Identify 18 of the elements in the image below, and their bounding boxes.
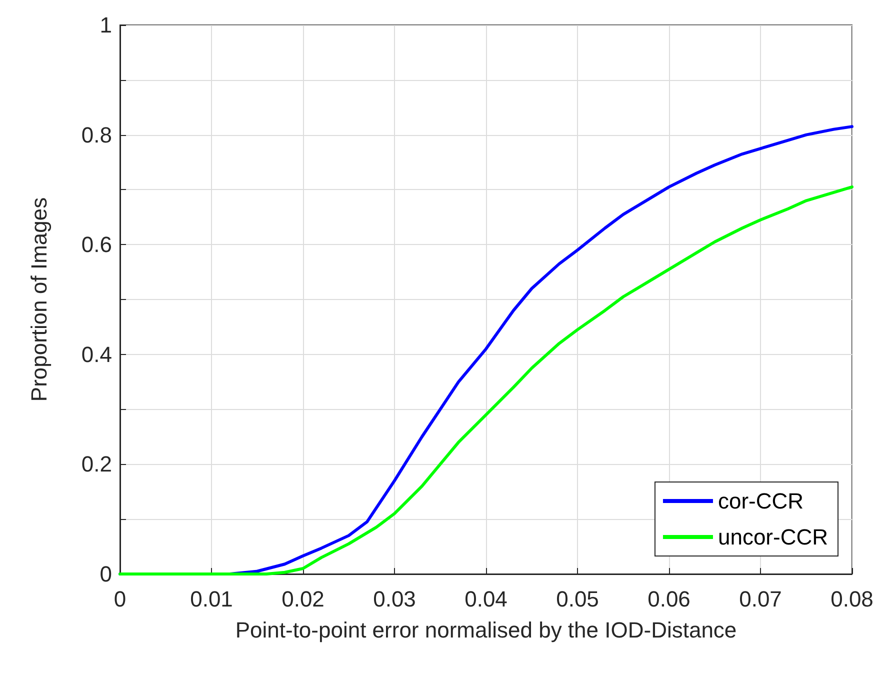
y-tick-label: 0 — [100, 562, 112, 586]
legend-label: uncor-CCR — [718, 524, 828, 550]
x-tick-label: 0.03 — [373, 586, 416, 612]
y-tick-label: 0.6 — [81, 232, 112, 258]
x-axis-title: Point-to-point error normalised by the IOD-Distance — [235, 618, 737, 642]
x-tick-label: 0.01 — [190, 586, 233, 612]
x-tick-label: 0.02 — [282, 586, 324, 612]
x-tick-label: 0.07 — [739, 586, 782, 612]
x-tick-label: 0.06 — [648, 586, 690, 612]
y-tick-label: 0.8 — [81, 122, 112, 148]
y-tick-label: 0.4 — [81, 342, 112, 367]
y-tick-label: 1 — [100, 12, 112, 38]
x-tick-label: 0.08 — [830, 586, 874, 612]
x-tick-label: 0.05 — [556, 586, 599, 612]
y-axis-title: Proportion of Images — [26, 197, 52, 402]
legend-label: cor-CCR — [718, 488, 804, 514]
y-tick-label: 0.2 — [81, 452, 112, 477]
x-tick-label: 0.04 — [464, 586, 508, 612]
